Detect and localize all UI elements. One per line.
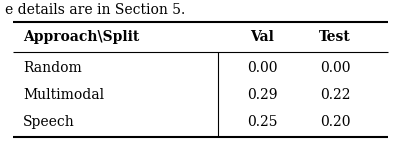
Text: Test: Test bbox=[319, 30, 351, 44]
Text: Speech: Speech bbox=[23, 115, 75, 129]
Text: Approach\Split: Approach\Split bbox=[23, 30, 139, 44]
Text: 0.25: 0.25 bbox=[247, 115, 277, 129]
Text: Multimodal: Multimodal bbox=[23, 88, 104, 102]
Text: 0.29: 0.29 bbox=[247, 88, 277, 102]
Text: 0.22: 0.22 bbox=[320, 88, 350, 102]
Text: 0.20: 0.20 bbox=[320, 115, 350, 129]
Text: Val: Val bbox=[250, 30, 274, 44]
Text: 0.00: 0.00 bbox=[247, 61, 277, 75]
Text: 0.00: 0.00 bbox=[320, 61, 350, 75]
Text: Random: Random bbox=[23, 61, 82, 75]
Text: e details are in Section 5.: e details are in Section 5. bbox=[5, 3, 185, 17]
